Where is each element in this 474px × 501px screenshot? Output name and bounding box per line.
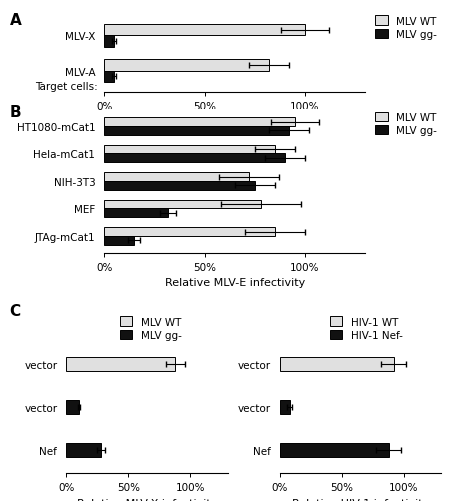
Bar xyxy=(104,60,269,72)
Bar xyxy=(280,400,290,414)
Bar xyxy=(104,118,295,127)
X-axis label: Relative HIV-1 infectivity: Relative HIV-1 infectivity xyxy=(292,498,429,501)
Legend: MLV WT, MLV gg-: MLV WT, MLV gg- xyxy=(375,113,437,136)
Legend: HIV-1 WT, HIV-1 Nef-: HIV-1 WT, HIV-1 Nef- xyxy=(330,317,403,340)
X-axis label: Relative MLV-X infectivity: Relative MLV-X infectivity xyxy=(77,498,217,501)
X-axis label: Relative MLV-E infectivity: Relative MLV-E infectivity xyxy=(164,278,305,288)
Bar xyxy=(104,145,275,154)
X-axis label: Relative MLV infectivity: Relative MLV infectivity xyxy=(170,117,300,127)
Text: C: C xyxy=(9,303,20,318)
Text: A: A xyxy=(9,13,21,28)
Bar xyxy=(104,36,114,48)
Bar xyxy=(280,443,389,457)
Text: Target cells:: Target cells: xyxy=(35,82,98,92)
Bar xyxy=(280,357,394,371)
Legend: MLV WT, MLV gg-: MLV WT, MLV gg- xyxy=(375,17,437,40)
Bar xyxy=(104,209,168,218)
Bar xyxy=(104,228,275,236)
Bar xyxy=(104,127,289,135)
Bar xyxy=(66,443,101,457)
Bar xyxy=(66,400,79,414)
Bar xyxy=(104,200,261,209)
Bar xyxy=(104,25,305,36)
Bar xyxy=(66,357,175,371)
Legend: MLV WT, MLV gg-: MLV WT, MLV gg- xyxy=(120,317,182,340)
Text: B: B xyxy=(9,105,21,120)
Bar xyxy=(104,154,285,163)
Bar xyxy=(104,236,134,245)
Bar xyxy=(104,72,114,83)
Bar xyxy=(104,173,249,181)
Bar xyxy=(104,181,255,190)
